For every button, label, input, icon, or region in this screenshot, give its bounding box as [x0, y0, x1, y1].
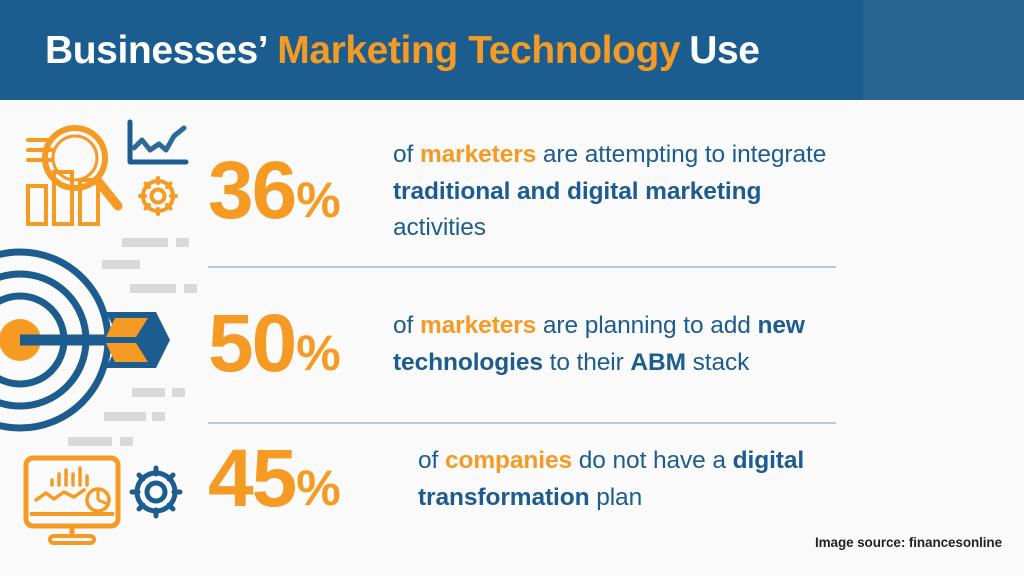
text-segment-highlight: marketers — [419, 140, 537, 168]
header-left-band — [0, 0, 863, 100]
text-segment-highlight: companies — [444, 447, 573, 475]
text-segment: plan — [589, 484, 643, 511]
text-segment: stack — [685, 349, 750, 376]
text-segment-emphasis: traditional and digital marketing — [393, 177, 762, 205]
text-segment: of — [393, 312, 420, 340]
stat-description: of marketers are planning to add new tec… — [393, 308, 848, 382]
placeholder-bar — [102, 260, 140, 269]
image-source-credit: Image source: financesonline — [814, 535, 1002, 550]
placeholder-bar — [132, 388, 165, 397]
text-segment: of — [418, 447, 445, 475]
text-segment-emphasis: digital transformation — [418, 447, 805, 511]
gear-icon — [138, 176, 178, 216]
stat-number-value: 45 — [208, 433, 297, 525]
stat-percentage: 36 % — [208, 145, 393, 237]
icon-group-bottom — [22, 452, 192, 552]
gear-icon — [129, 465, 183, 519]
stat-row: 45 % of companies do not have a digital … — [208, 424, 848, 536]
stat-description: of companies do not have a digital trans… — [418, 443, 848, 517]
title-part-three: Use — [689, 29, 760, 72]
stat-description: of marketers are attempting to integrate… — [393, 137, 848, 247]
dashboard-gear-icon-set — [23, 455, 183, 545]
placeholder-bar — [172, 388, 185, 397]
stat-divider — [208, 266, 836, 268]
percent-sign: % — [296, 172, 340, 229]
mini-bar-chart — [50, 466, 89, 487]
title-part-two: Marketing Technology — [277, 29, 681, 72]
percent-sign: % — [296, 460, 340, 517]
placeholder-bar — [68, 437, 112, 446]
icon-column — [0, 100, 208, 576]
placeholder-bar — [104, 412, 146, 421]
placeholder-bar — [184, 284, 197, 293]
statistics-list: 36 % of marketers are attempting to inte… — [208, 118, 848, 536]
text-segment-highlight: marketers — [419, 312, 537, 340]
stat-percentage: 50 % — [208, 298, 393, 390]
text-segment-emphasis: new technologies — [393, 312, 805, 376]
text-segment: activities — [393, 214, 486, 242]
arrow-fletching — [106, 312, 170, 368]
text-segment: are planning to add — [536, 312, 758, 340]
stat-percentage: 45 % — [208, 433, 418, 525]
placeholder-bar — [120, 437, 133, 446]
icon-group-middle — [0, 240, 208, 445]
placeholder-bar — [152, 412, 165, 421]
page-title: Businesses’ Marketing Technology Use — [45, 25, 760, 77]
text-segment: of — [393, 140, 420, 168]
header-banner: Businesses’ Marketing Technology Use — [0, 0, 1024, 100]
line-chart-icon — [127, 119, 189, 165]
mini-line-chart — [34, 488, 86, 502]
text-segment: are attempting to integrate — [536, 140, 827, 168]
placeholder-bar — [130, 284, 176, 293]
stat-number-value: 36 — [208, 145, 297, 237]
stat-row: 36 % of marketers are attempting to inte… — [208, 118, 848, 266]
stat-number-value: 50 — [208, 298, 297, 390]
icon-group-top — [18, 114, 198, 239]
percent-sign: % — [296, 325, 340, 382]
target-bullseye-arrow-icon — [0, 248, 170, 432]
stat-divider — [208, 422, 836, 424]
dashboard-monitor-icon — [23, 455, 121, 545]
text-segment: to their — [542, 349, 631, 376]
bar-chart-icon — [26, 170, 100, 226]
analytics-icon-set — [26, 119, 189, 226]
text-segment-emphasis: ABM — [630, 349, 686, 376]
placeholder-bar — [122, 238, 168, 247]
title-part-one: Businesses’ — [45, 29, 269, 72]
text-segment: do not have a — [572, 447, 733, 475]
magnifier-icon — [42, 125, 123, 211]
placeholder-bar — [176, 238, 189, 247]
stat-row: 50 % of marketers are planning to add ne… — [208, 268, 848, 422]
